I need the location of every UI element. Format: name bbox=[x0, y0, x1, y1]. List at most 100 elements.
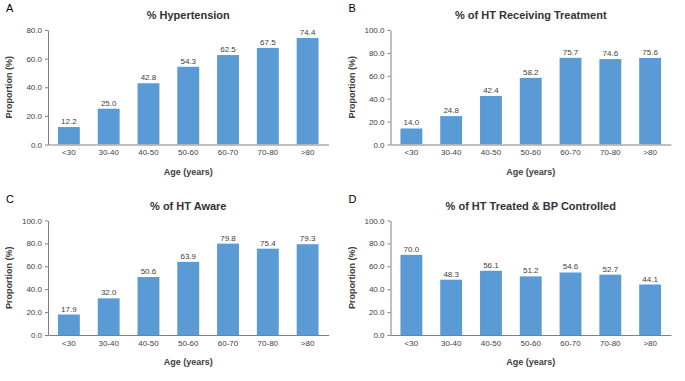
tick-mark bbox=[45, 30, 48, 31]
data-label: 25.0 bbox=[101, 99, 117, 108]
tick-label: 70-80 bbox=[600, 339, 621, 348]
tick-label: 100.0 bbox=[364, 26, 385, 35]
y-axis: 0.0 20.0 40.0 60.0 80.0 100.0 bbox=[364, 26, 391, 150]
data-label: 62.5 bbox=[220, 45, 236, 54]
tick: 40.0 bbox=[369, 95, 391, 104]
y-axis: 0.020.040.060.080.0100.0 bbox=[364, 217, 391, 341]
tick: <30 bbox=[62, 339, 76, 348]
tick-label: 70-80 bbox=[258, 339, 279, 348]
y-axis: 0.020.040.060.080.0100.0 bbox=[22, 217, 49, 341]
tick-label: 80.0 bbox=[26, 239, 42, 248]
tick-mark bbox=[45, 289, 48, 290]
tick: 80.0 bbox=[369, 239, 391, 248]
tick-label: 60.0 bbox=[369, 72, 385, 81]
tick-label: 50-60 bbox=[521, 339, 542, 348]
tick-label: 100.0 bbox=[364, 217, 385, 226]
tick: 100.0 bbox=[364, 217, 390, 226]
tick-label: 60.0 bbox=[26, 55, 42, 64]
tick: 40.0 bbox=[369, 285, 391, 294]
y-axis-title: Proportion (%) bbox=[4, 247, 14, 310]
bar bbox=[400, 255, 422, 335]
tick: 70-80 bbox=[600, 339, 621, 348]
data-label: 24.8 bbox=[443, 106, 459, 115]
bars bbox=[400, 58, 661, 145]
tick: 30-40 bbox=[441, 148, 462, 157]
panel-letter: B bbox=[349, 2, 356, 14]
tick-mark bbox=[45, 335, 48, 336]
tick-label: 40-50 bbox=[138, 339, 159, 348]
data-label: 74.6 bbox=[603, 49, 619, 58]
tick: >80 bbox=[301, 339, 315, 348]
tick-label: 20.0 bbox=[369, 118, 385, 127]
tick-mark bbox=[388, 335, 391, 336]
data-label: 79.8 bbox=[220, 234, 236, 243]
tick-mark bbox=[388, 76, 391, 77]
bar bbox=[480, 96, 502, 145]
tick-label: 80.0 bbox=[369, 239, 385, 248]
bar bbox=[138, 83, 160, 144]
data-label: 44.1 bbox=[642, 275, 658, 284]
x-axis-title: Age (years) bbox=[164, 167, 213, 177]
tick-label: 60-70 bbox=[218, 339, 239, 348]
tick-label: 30-40 bbox=[98, 339, 119, 348]
tick: 80.0 bbox=[369, 49, 391, 58]
data-label: 58.2 bbox=[523, 68, 539, 77]
chart-title: % of HT Aware bbox=[150, 200, 226, 212]
tick-label: 40.0 bbox=[26, 285, 42, 294]
panel: 70.048.356.151.254.652.744.10.020.040.06… bbox=[347, 193, 672, 368]
tick-label: 40.0 bbox=[369, 285, 385, 294]
plot-area: 14.024.842.458.275.774.675.60.020.040.06… bbox=[364, 26, 671, 157]
tick: >80 bbox=[643, 339, 657, 348]
data-label: 63.9 bbox=[180, 252, 196, 261]
tick-label: 50-60 bbox=[521, 148, 542, 157]
tick-mark bbox=[388, 289, 391, 290]
data-label: 75.4 bbox=[260, 239, 276, 248]
bar bbox=[639, 58, 661, 145]
tick: 20.0 bbox=[26, 112, 48, 121]
tick-mark bbox=[45, 312, 48, 313]
panel: 12.225.042.854.362.567.574.40.020.040.06… bbox=[4, 2, 329, 177]
data-label: 54.6 bbox=[563, 262, 579, 271]
x-axis-title: Age (years) bbox=[506, 357, 555, 367]
tick: 40.0 bbox=[26, 285, 48, 294]
tick: 80.0 bbox=[26, 26, 48, 35]
bar bbox=[297, 38, 319, 144]
tick-label: 0.0 bbox=[31, 141, 43, 150]
tick-label: <30 bbox=[405, 339, 419, 348]
data-label: 32.0 bbox=[101, 288, 117, 297]
data-label: 79.3 bbox=[300, 234, 316, 243]
plot-area: 70.048.356.151.254.652.744.10.020.040.06… bbox=[364, 217, 671, 348]
bar bbox=[440, 116, 462, 144]
tick-label: 40-50 bbox=[481, 148, 502, 157]
figure: 12.225.042.854.362.567.574.40.020.040.06… bbox=[0, 0, 685, 381]
tick-mark bbox=[388, 266, 391, 267]
tick-mark bbox=[388, 53, 391, 54]
tick: 60.0 bbox=[369, 262, 391, 271]
tick: 70-80 bbox=[258, 339, 279, 348]
tick: 40.0 bbox=[26, 83, 48, 92]
x-axis: <3030-4040-5050-6060-7070-80>80 bbox=[391, 145, 672, 157]
bar bbox=[599, 275, 621, 335]
data-label: 52.7 bbox=[603, 265, 619, 274]
tick-label: 20.0 bbox=[26, 112, 42, 121]
y-axis-title: Proportion (%) bbox=[347, 247, 357, 310]
chart-title: % Hypertension bbox=[147, 9, 230, 21]
tick: 50-60 bbox=[521, 339, 542, 348]
tick-label: 40-50 bbox=[481, 339, 502, 348]
axis-line bbox=[49, 335, 330, 336]
tick: 60.0 bbox=[369, 72, 391, 81]
data-label: 75.6 bbox=[642, 48, 658, 57]
tick: 60-70 bbox=[560, 339, 581, 348]
x-axis-title: Age (years) bbox=[506, 167, 555, 177]
tick: 70-80 bbox=[258, 148, 279, 157]
tick: 0.0 bbox=[373, 141, 390, 150]
tick-label: 60-70 bbox=[560, 148, 581, 157]
bar bbox=[520, 276, 542, 335]
bar bbox=[138, 277, 160, 335]
tick: 60-70 bbox=[218, 339, 239, 348]
tick-mark bbox=[388, 145, 391, 146]
data-label: 67.5 bbox=[260, 38, 276, 47]
tick: 20.0 bbox=[26, 308, 48, 317]
tick-mark bbox=[388, 221, 391, 222]
tick-mark bbox=[45, 266, 48, 267]
